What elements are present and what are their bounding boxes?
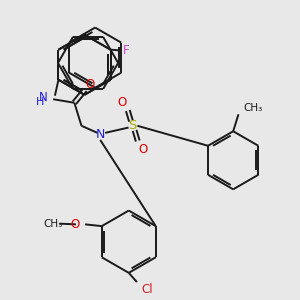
Text: O: O bbox=[118, 96, 127, 109]
Text: H: H bbox=[35, 97, 44, 107]
Text: N: N bbox=[96, 128, 106, 141]
Text: N: N bbox=[39, 91, 48, 104]
Text: O: O bbox=[70, 218, 80, 231]
Text: Cl: Cl bbox=[142, 283, 153, 296]
Text: CH₃: CH₃ bbox=[243, 103, 262, 113]
Text: O: O bbox=[139, 143, 148, 156]
Text: F: F bbox=[123, 44, 130, 57]
Text: O: O bbox=[86, 77, 95, 91]
Text: CH₃: CH₃ bbox=[44, 219, 63, 230]
Text: S: S bbox=[129, 119, 137, 132]
